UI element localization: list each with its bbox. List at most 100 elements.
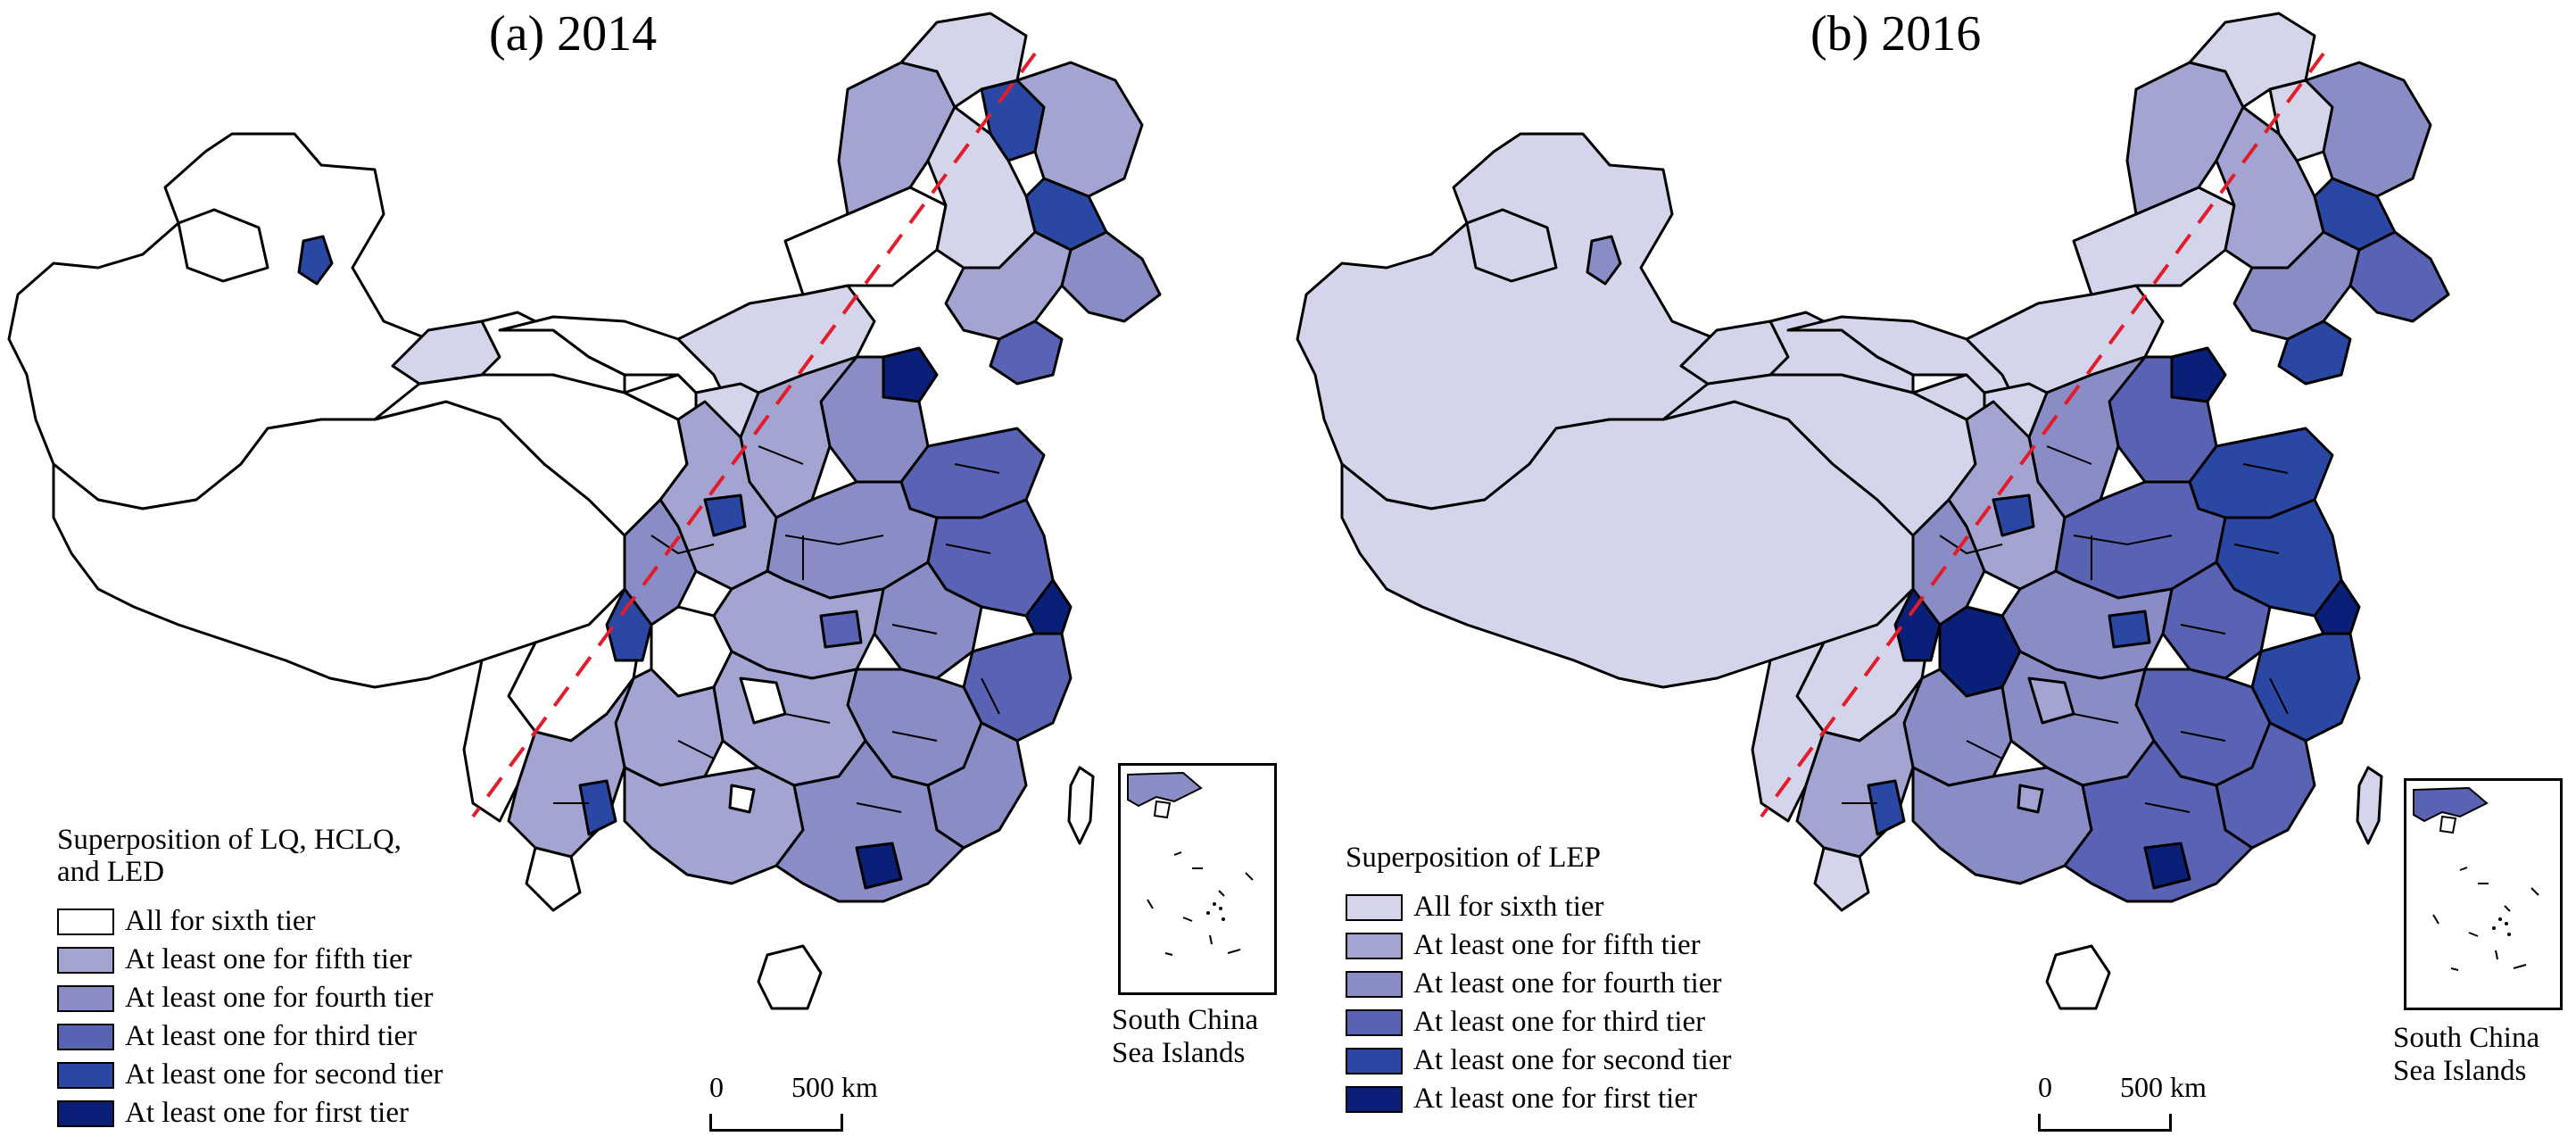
region-guangxi (1911, 766, 2093, 885)
legend-swatch (57, 1099, 114, 1127)
region-shanghai (1024, 578, 1073, 635)
region-yunnan-west (1751, 641, 1826, 823)
legend-swatch (1346, 1086, 1403, 1114)
legend-swatch (1346, 1048, 1403, 1075)
region-kunming (578, 779, 617, 836)
legend-label: At least one for fourth tier (1413, 967, 1722, 1000)
legend-item: At least one for third tier (1346, 1004, 1731, 1042)
region-xian (1992, 494, 2035, 537)
scale-distance: 500 km (791, 1071, 878, 1103)
legend-item: At least one for fourth tier (57, 979, 443, 1017)
legend: Superposition of LQ, HCLQ, and LED All f… (57, 824, 443, 1133)
map-panel-2016: (b) 2016 (1288, 0, 2576, 1145)
region-heilongjiang-east (2304, 61, 2432, 198)
legend-label: At least one for fifth tier (1413, 929, 1701, 962)
region-beijing-tianjin (882, 346, 939, 403)
region-kunming (1867, 779, 1906, 836)
region-guangdong (774, 739, 965, 903)
legend-item: At least one for second tier (57, 1056, 443, 1094)
region-hainan (2045, 944, 2111, 1010)
inset-label: South China Sea Islands (2393, 1022, 2540, 1087)
region-wuhan (2108, 610, 2151, 649)
region-liaoning (2232, 230, 2361, 341)
legend-label: At least one for first tier (1413, 1083, 1697, 1116)
region-hainan (757, 944, 823, 1010)
region-yunnan-west (462, 641, 537, 823)
china-choropleth-map (7, 12, 1162, 1010)
region-guangdong (2063, 739, 2254, 903)
region-jilin-east (2348, 230, 2450, 323)
region-guangzhou-shenzhen (2143, 842, 2191, 890)
scale-zero: 0 (709, 1071, 724, 1103)
legend-label: All for sixth tier (1413, 891, 1604, 924)
legend-item: At least one for fifth tier (1346, 927, 1731, 966)
legend-swatch (1346, 894, 1403, 922)
legend-label: All for sixth tier (125, 904, 316, 937)
region-liaoning-shenyang (989, 319, 1064, 386)
region-guangxi-hole (728, 784, 756, 814)
region-liaoning-shenyang (2277, 319, 2352, 386)
legend-swatch (1346, 971, 1403, 999)
region-taiwan (2356, 766, 2383, 845)
scale-line (2038, 1114, 2172, 1132)
legend-title: Superposition of LEP (1346, 842, 1601, 874)
panel-title: (a) 2014 (489, 6, 658, 62)
hu-line (1760, 52, 2325, 818)
region-chengdu (605, 587, 653, 662)
south-china-sea-inset (1118, 763, 1277, 995)
scale-line (709, 1114, 843, 1132)
region-xinjiang-north (177, 208, 269, 283)
legend-item: At least one for fifth tier (57, 941, 443, 979)
region-jilin-east (1060, 230, 1162, 323)
region-guangxi (623, 766, 805, 885)
map-panel-2014: (a) 2014 (7, 6, 1277, 1133)
region-xinjiang-north (1465, 208, 1558, 283)
region-heilongjiang-east (1015, 61, 1144, 198)
legend-swatch (1346, 933, 1403, 960)
legend-item: At least one for first tier (1346, 1081, 1731, 1119)
region-liaoning (944, 230, 1073, 341)
legend-label: At least one for fourth tier (125, 981, 434, 1014)
legend-label: At least one for second tier (1413, 1044, 1732, 1077)
china-choropleth-map (1296, 12, 2450, 1010)
region-hulunbuir (2125, 61, 2245, 216)
inset-map (2413, 786, 2539, 971)
legend-swatch (57, 1061, 114, 1089)
region-wuhan (819, 610, 863, 649)
region-guangzhou-shenzhen (855, 842, 903, 890)
inset-map (1127, 771, 1254, 956)
legend-swatch (57, 908, 114, 935)
region-xinjiang-urumqi (1586, 235, 1622, 286)
region-shanghai (2313, 578, 2361, 635)
region-taiwan (1067, 766, 1095, 845)
scale-zero: 0 (2038, 1071, 2052, 1103)
legend-label: At least one for first tier (125, 1096, 409, 1129)
legend-swatch (57, 984, 114, 1012)
panel-title: (b) 2016 (1810, 6, 1982, 62)
legend-label: At least one for third tier (125, 1019, 418, 1052)
legend-swatch (57, 946, 114, 974)
legend-item: At least one for fourth tier (1346, 966, 1731, 1004)
scale-distance: 500 km (2120, 1071, 2207, 1103)
legend-swatch (57, 1023, 114, 1050)
region-xian (703, 494, 747, 537)
region-beijing-tianjin (2170, 346, 2227, 403)
legend-title: Superposition of LQ, HCLQ, and LED (57, 824, 402, 888)
region-xinjiang-urumqi (297, 235, 334, 286)
legend-item: At least one for third tier (57, 1017, 443, 1056)
inset-label: South China Sea Islands (1112, 1004, 1259, 1069)
region-guangxi-hole (2017, 784, 2044, 814)
region-chengdu (1893, 587, 1942, 662)
south-china-sea-inset (2404, 778, 2563, 1010)
legend-item: All for sixth tier (1346, 889, 1731, 927)
legend: Superposition of LEP All for sixth tier … (1346, 842, 1731, 1119)
legend-label: At least one for fifth tier (125, 942, 412, 975)
hu-line (471, 52, 1037, 818)
region-yunnan-south-hole (1813, 846, 1870, 912)
legend-label: At least one for third tier (1413, 1006, 1706, 1039)
legend-label: At least one for second tier (125, 1058, 443, 1091)
legend-item: All for sixth tier (57, 902, 443, 941)
legend-item: At least one for first tier (57, 1094, 443, 1133)
legend-item: At least one for second tier (1346, 1042, 1731, 1081)
region-hulunbuir (837, 61, 957, 216)
